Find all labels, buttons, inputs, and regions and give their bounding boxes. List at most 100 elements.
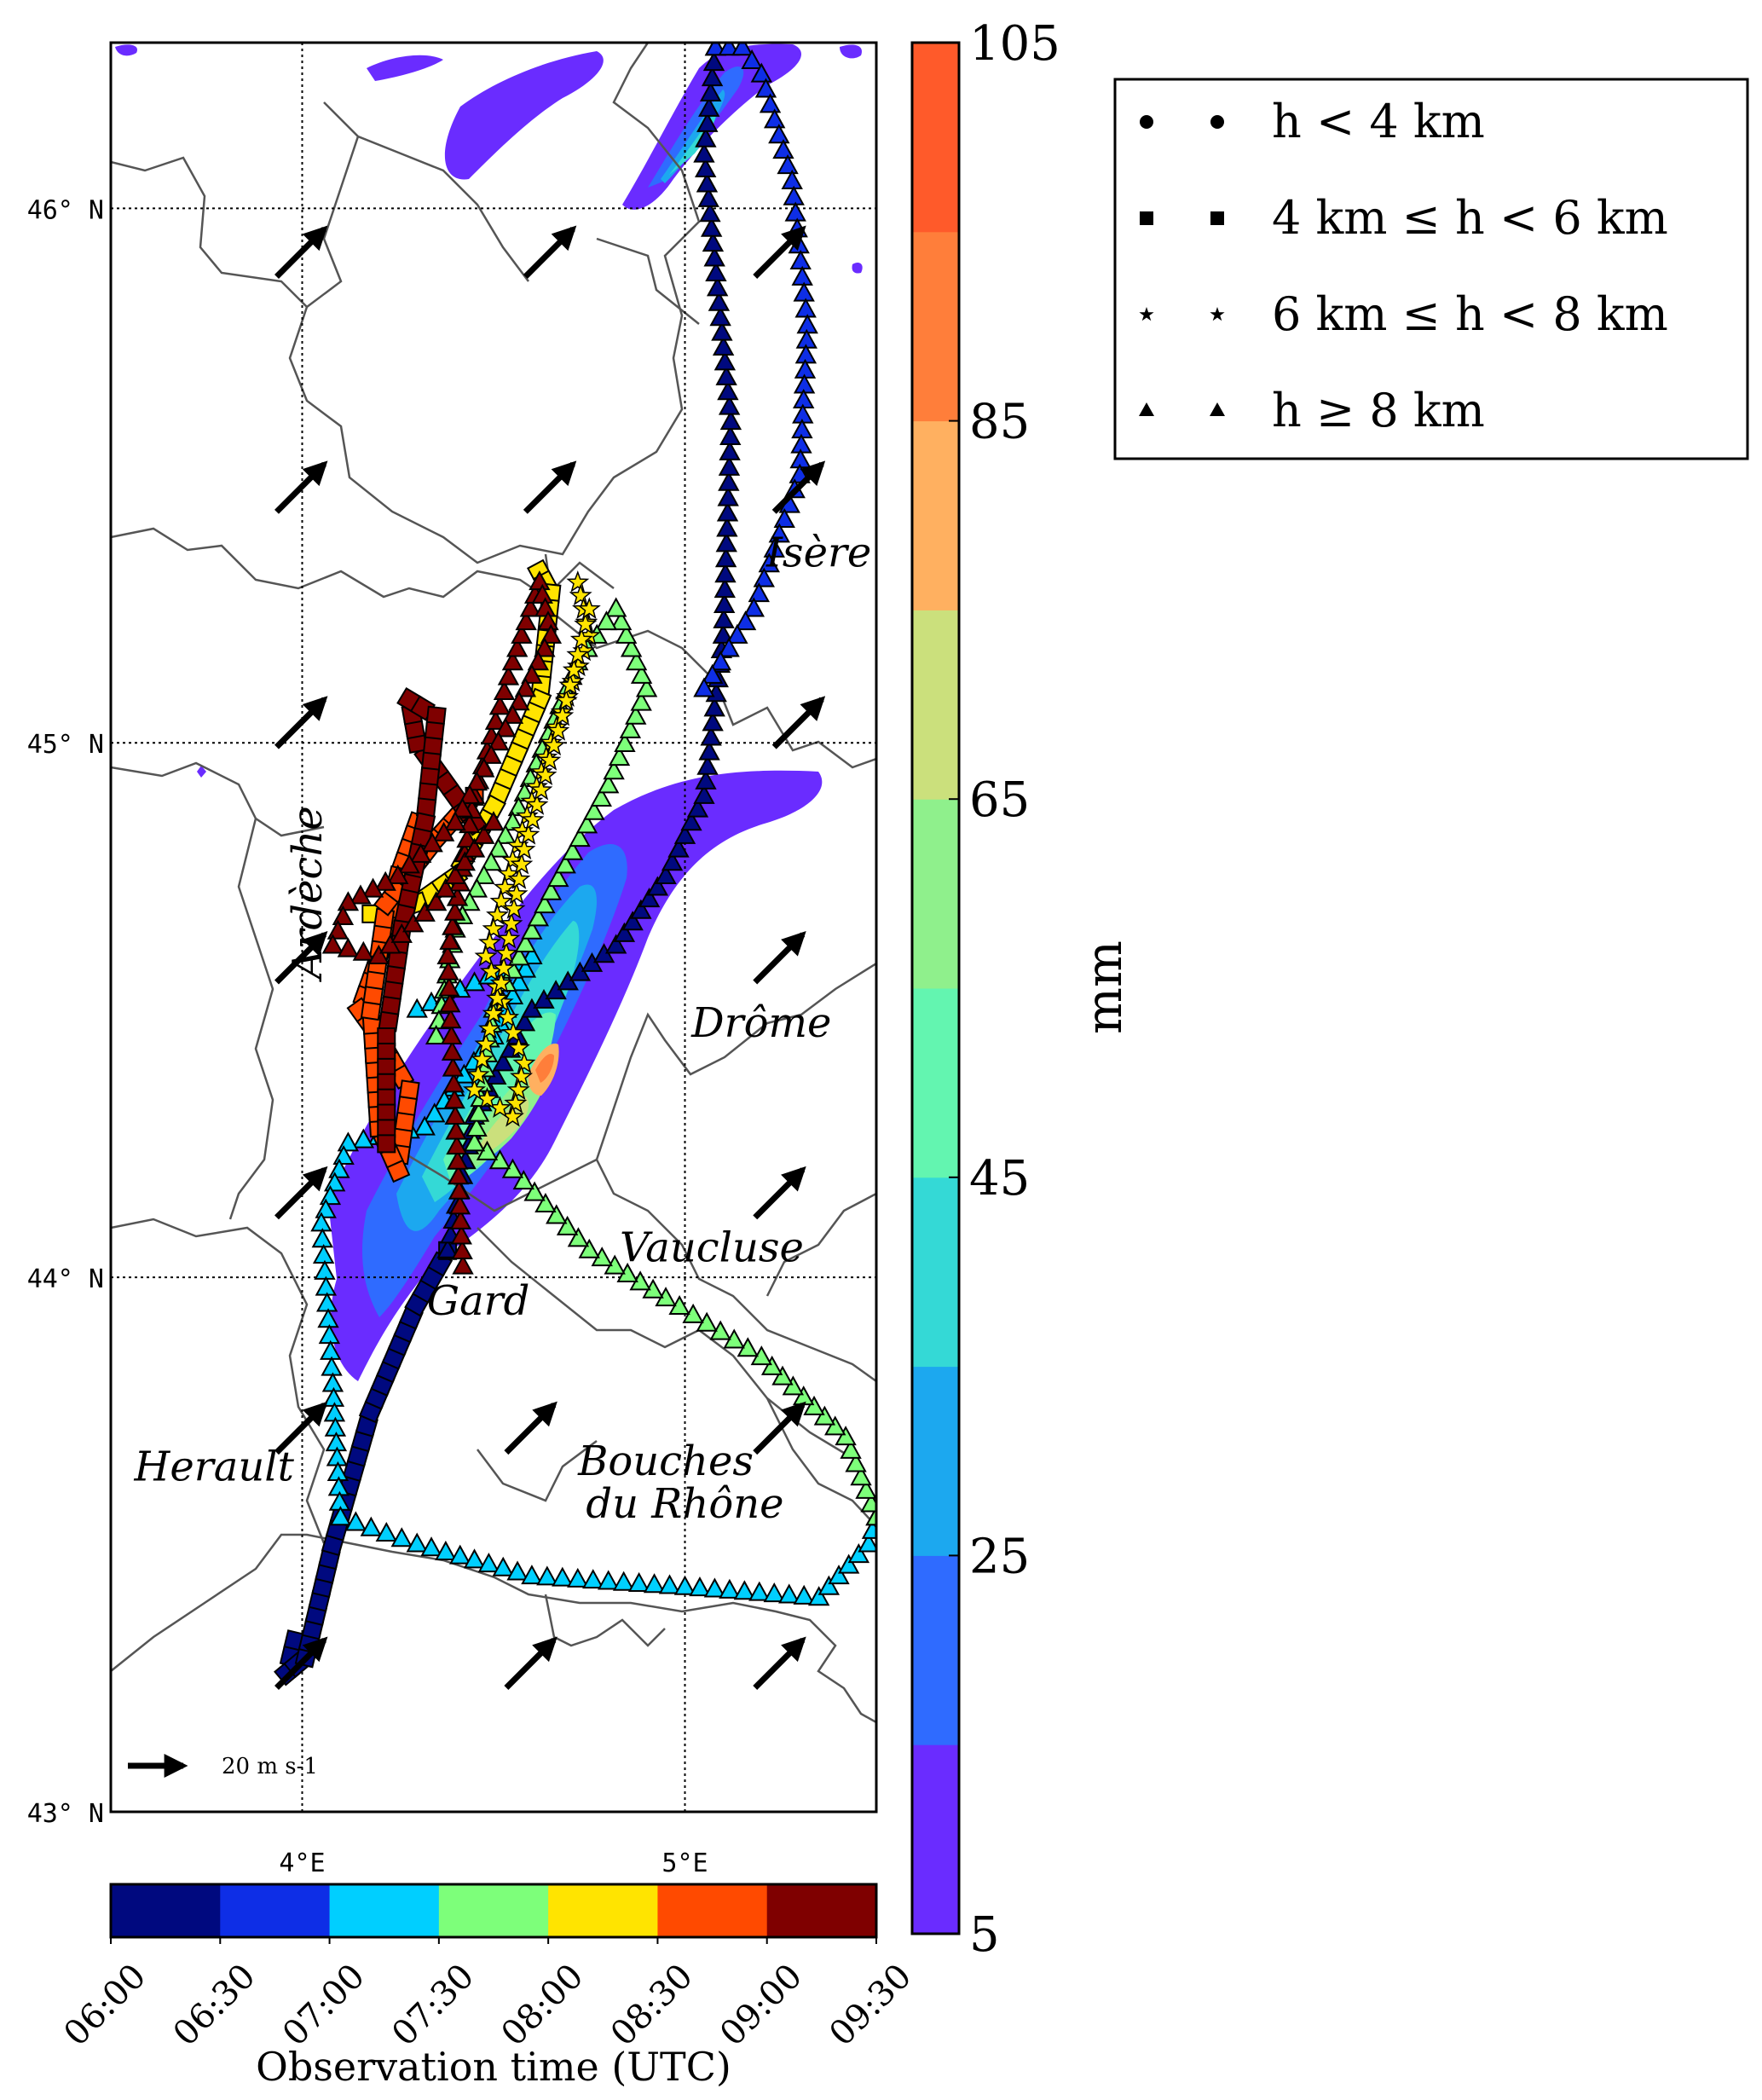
precip-colorbar-ticks: 105 85 65 45 25 5 bbox=[949, 16, 1060, 1963]
trajectory-marker-triangle bbox=[614, 732, 636, 753]
trajectory-marker-triangle bbox=[712, 335, 735, 356]
trajectory-marker-triangle bbox=[352, 940, 375, 961]
map-panel: Isère Ardèche Drôme Vaucluse Gard Herault Bouc… bbox=[27, 41, 878, 1878]
trajectory-marker-triangle bbox=[492, 1556, 514, 1576]
trajectory-marker-triangle bbox=[695, 157, 717, 178]
trajectory-marker-triangle bbox=[409, 842, 432, 863]
trajectory-marker-triangle bbox=[521, 663, 543, 684]
trajectory-marker-triangle bbox=[699, 202, 721, 223]
trajectory-marker-triangle bbox=[329, 1506, 352, 1526]
trajectory-marker-star bbox=[517, 823, 540, 845]
trajectory-marker-triangle bbox=[693, 677, 715, 697]
trajectory-marker-triangle bbox=[793, 1584, 815, 1605]
trajectory-marker-triangle bbox=[453, 851, 477, 871]
trajectory-marker-triangle bbox=[686, 797, 709, 818]
trajectory-marker-triangle bbox=[699, 81, 722, 102]
legend-marker-circle bbox=[1210, 115, 1224, 129]
trajectory-marker-star bbox=[551, 703, 575, 726]
trajectory-marker-triangle bbox=[718, 455, 741, 476]
trajectory-marker-star bbox=[494, 941, 518, 963]
trajectory-marker-star bbox=[492, 956, 516, 979]
trajectory-marker-star bbox=[566, 643, 590, 665]
precip-colorbar-tick-label: 85 bbox=[969, 395, 1030, 450]
trajectory-marker-triangle bbox=[708, 291, 731, 311]
trajectory-marker-triangle bbox=[450, 1224, 472, 1245]
trajectory-marker-triangle bbox=[701, 67, 724, 87]
trajectory-marker-triangle bbox=[554, 853, 576, 874]
precip-colorbar-tick-label: 5 bbox=[969, 1907, 1000, 1963]
trajectory-marker-triangle bbox=[436, 944, 459, 964]
trajectory-marker-triangle bbox=[771, 1365, 794, 1386]
trajectory-marker-triangle bbox=[521, 1565, 543, 1585]
trajectory-marker-triangle bbox=[465, 1116, 488, 1137]
trajectory-marker-triangle bbox=[507, 796, 530, 817]
lat-tick-labels: 46° N 45° N 44° N 43° N bbox=[27, 195, 104, 1829]
trajectory-marker-triangle bbox=[625, 651, 648, 671]
trajectory-marker-triangle bbox=[781, 169, 803, 189]
trajectory-marker-triangle bbox=[748, 1581, 771, 1601]
trajectory-marker-triangle bbox=[477, 1552, 500, 1573]
trajectory-segment bbox=[321, 570, 563, 1275]
trajectory-marker-star bbox=[562, 657, 586, 680]
time-colorbar-tick-label: 07:00 bbox=[275, 1957, 373, 2054]
trajectory-marker-triangle bbox=[501, 651, 524, 671]
trajectory-marker-triangle bbox=[497, 665, 520, 686]
trajectory-marker-triangle bbox=[704, 43, 727, 56]
trajectory-marker-triangle bbox=[442, 915, 464, 935]
trajectory-marker-triangle bbox=[734, 610, 757, 631]
trajectory-marker-triangle bbox=[435, 877, 457, 898]
trajectory-marker-triangle bbox=[512, 1170, 534, 1190]
trajectory-marker-triangle bbox=[493, 680, 516, 701]
trajectory-segment bbox=[463, 570, 601, 1127]
trajectory-marker-triangle bbox=[791, 265, 813, 286]
trajectory-marker-triangle bbox=[438, 976, 460, 997]
trajectory-marker-triangle bbox=[680, 811, 702, 831]
trajectory-marker-triangle bbox=[506, 1560, 529, 1581]
trajectory-marker-triangle bbox=[459, 784, 481, 804]
trajectory-marker-triangle bbox=[421, 832, 443, 853]
trajectory-marker-triangle bbox=[547, 867, 569, 888]
trajectory-marker-triangle bbox=[845, 1452, 867, 1472]
trajectory-marker-triangle bbox=[713, 578, 737, 599]
trajectory-marker-triangle bbox=[595, 610, 618, 631]
trajectory-marker-star bbox=[538, 748, 562, 771]
legend-marker-triangle bbox=[1210, 402, 1225, 416]
trajectory-marker-triangle bbox=[627, 1571, 650, 1592]
legend-marker-star bbox=[1139, 307, 1154, 321]
trajectory-marker-triangle bbox=[521, 919, 543, 940]
wind-arrow bbox=[274, 1636, 328, 1690]
time-colorbar-ticks: 06:00 06:30 07:00 07:30 08:00 08:30 09:00 09:30 bbox=[56, 1937, 919, 2054]
trajectory-marker-triangle bbox=[731, 43, 754, 56]
time-colorbar-block bbox=[329, 1884, 440, 1937]
trajectory-marker-triangle bbox=[501, 703, 524, 724]
precip-ne-5c bbox=[115, 44, 137, 56]
trajectory-marker-star bbox=[510, 1064, 534, 1087]
lon-tick-label: 5°E bbox=[661, 1848, 708, 1878]
trajectory-marker-triangle bbox=[719, 410, 742, 431]
trajectory-marker-triangle bbox=[719, 440, 741, 460]
trajectory-marker-triangle bbox=[511, 623, 533, 644]
wind-arrow bbox=[274, 1166, 328, 1220]
region-label: Isère bbox=[765, 529, 871, 576]
trajectory-marker-star bbox=[482, 1001, 505, 1024]
precip-colorbar-tick-label: 25 bbox=[969, 1529, 1030, 1584]
trajectory-marker-triangle bbox=[753, 567, 775, 587]
trajectory-marker-triangle bbox=[807, 1586, 830, 1606]
trajectory-marker-triangle bbox=[711, 321, 733, 341]
trajectory-marker-triangle bbox=[534, 894, 556, 914]
trajectory-marker-triangle bbox=[480, 851, 502, 871]
time-colorbar-block bbox=[220, 1884, 331, 1937]
trajectory-marker-star bbox=[574, 612, 598, 634]
trajectory-marker-triangle bbox=[855, 1478, 876, 1499]
precip-colorbar-tick-label: 45 bbox=[969, 1151, 1030, 1206]
time-colorbar-tick-label: 08:30 bbox=[604, 1957, 701, 2054]
trajectory-marker-triangle bbox=[706, 276, 729, 297]
trajectory-marker-triangle bbox=[494, 824, 517, 844]
trajectory-marker-triangle bbox=[709, 306, 731, 327]
trajectory-marker-triangle bbox=[824, 1415, 846, 1436]
trajectory-marker-triangle bbox=[344, 1511, 367, 1531]
trajectory-marker-triangle bbox=[465, 771, 488, 791]
graticule bbox=[111, 43, 876, 1812]
precip-colorbar-block bbox=[912, 610, 959, 800]
wind-arrow bbox=[504, 1636, 557, 1690]
